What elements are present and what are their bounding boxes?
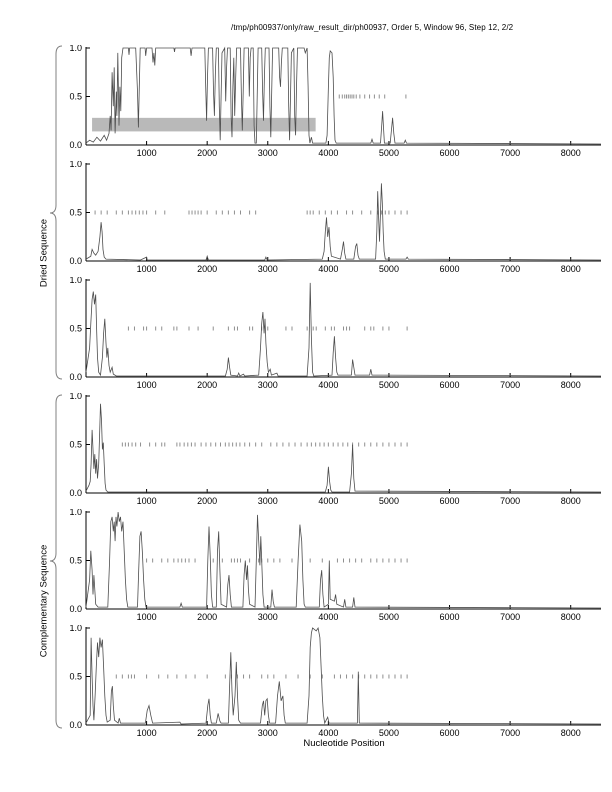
y-tick-label: 0.0 [69,372,82,382]
x-tick-label: 1000 [137,380,157,390]
y-tick-label: 0.0 [69,140,82,150]
x-tick-label: 4000 [318,728,338,738]
y-tick-label: 1.0 [69,277,82,285]
x-tick-label: 5000 [379,380,399,390]
x-tick-label: 5000 [379,728,399,738]
panel-2-plot: 1000 2000 3000 4000 5000 6000 7000 8000 0.0 0.5 1.… [69,161,602,274]
y-tick-label: 0.0 [69,256,82,266]
panel-1-plot: 1000 2000 3000 4000 5000 6000 7000 8000 0.0 0.5 1.… [69,45,602,158]
probability-curve [85,46,602,145]
x-tick-label: 3000 [258,380,278,390]
brace-dried-sequence [49,45,63,380]
x-tick-label: 2000 [197,728,217,738]
x-tick-label: 2000 [197,612,217,622]
x-tick-label: 2000 [197,380,217,390]
x-tick-label: 7000 [500,612,520,622]
x-tick-label: 1000 [137,264,157,274]
panel-4-plot: 1000 2000 3000 4000 5000 6000 7000 8000 0.0 0.5 1.… [69,393,602,506]
probability-curve [85,403,602,493]
group-braces [49,45,63,729]
x-tick-label: 5000 [379,612,399,622]
group-label-complementary-sequence: Complementary Sequence [38,544,50,658]
x-tick-label: 8000 [561,728,581,738]
brace-complementary-sequence [49,394,63,729]
x-tick-label: 1000 [137,612,157,622]
x-tick-label: 1000 [137,148,157,158]
x-tick-label: 3000 [258,612,278,622]
panel-3-plot: 1000 2000 3000 4000 5000 6000 7000 8000 0.0 0.5 1.… [69,277,602,390]
x-tick-label: 4000 [318,612,338,622]
x-axis-label: Nucleotide Position [303,738,385,749]
y-tick-label: 1.0 [69,393,82,401]
x-tick-label: 6000 [440,612,460,622]
x-tick-label: 7000 [500,728,520,738]
x-tick-label: 6000 [440,380,460,390]
highlight-bar [92,117,316,132]
probability-curve [85,626,602,725]
x-tick-label: 1000 [137,496,157,506]
probability-curve [85,282,602,377]
y-tick-label: 1.0 [69,161,82,169]
x-tick-label: 2000 [197,148,217,158]
x-tick-label: 5000 [379,264,399,274]
x-tick-label: 6000 [440,728,460,738]
x-tick-label: 8000 [561,264,581,274]
x-tick-label: 1000 [137,728,157,738]
panels: 1000 2000 3000 4000 5000 6000 7000 8000 0.0 0.5 1.… [60,45,612,741]
x-tick-label: 3000 [258,496,278,506]
x-tick-label: 7000 [500,380,520,390]
x-tick-label: 3000 [258,264,278,274]
y-tick-label: 0.0 [69,720,82,730]
x-tick-label: 5000 [379,496,399,506]
x-tick-label: 4000 [318,148,338,158]
y-tick-label: 0.0 [69,488,82,498]
x-tick-label: 4000 [318,380,338,390]
y-tick-label: 0.0 [69,604,82,614]
x-tick-label: 4000 [318,264,338,274]
y-tick-label: 0.5 [69,672,82,682]
group-label-dried-sequence: Dried Sequence [38,218,50,288]
x-tick-label: 2000 [197,496,217,506]
y-tick-label: 1.0 [69,509,82,517]
probability-curve [85,511,602,609]
x-tick-label: 8000 [561,612,581,622]
panel-5-plot: 1000 2000 3000 4000 5000 6000 7000 8000 0.0 0.5 1.… [69,509,602,622]
y-tick-label: 0.5 [69,324,82,334]
x-tick-label: 4000 [318,496,338,506]
x-tick-label: 7000 [500,496,520,506]
y-tick-label: 1.0 [69,625,82,633]
x-tick-label: 7000 [500,148,520,158]
x-tick-label: 3000 [258,148,278,158]
y-tick-label: 0.5 [69,92,82,102]
x-tick-label: 7000 [500,264,520,274]
x-tick-label: 6000 [440,148,460,158]
x-tick-label: 6000 [440,264,460,274]
y-tick-label: 1.0 [69,45,82,53]
y-tick-label: 0.5 [69,440,82,450]
figure-title: /tmp/ph00937/only/raw_result_dir/ph00937… [231,23,514,32]
y-tick-label: 0.5 [69,208,82,218]
probability-curve [85,183,602,261]
x-tick-label: 5000 [379,148,399,158]
y-tick-label: 0.5 [69,556,82,566]
x-tick-label: 2000 [197,264,217,274]
x-tick-label: 8000 [561,148,581,158]
x-tick-label: 3000 [258,728,278,738]
x-tick-label: 8000 [561,496,581,506]
x-tick-label: 8000 [561,380,581,390]
x-tick-label: 6000 [440,496,460,506]
panel-6-plot: 1000 2000 3000 4000 5000 6000 7000 8000 0.0 0.5 1.… [69,625,602,738]
